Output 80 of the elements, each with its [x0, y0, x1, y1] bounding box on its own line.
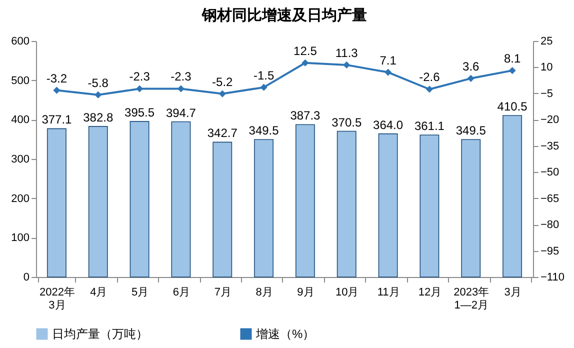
data-label: -5.8	[88, 76, 109, 90]
data-label: 349.5	[248, 124, 280, 138]
data-label: 387.3	[290, 108, 321, 123]
x-tick-label: 8月	[256, 286, 273, 298]
y2-tick-label: −50	[540, 166, 560, 179]
point	[94, 91, 102, 98]
y-tick-label: 300	[11, 154, 30, 166]
chart-title: 钢材同比增速及日均产量	[201, 7, 367, 24]
bar	[46, 128, 66, 278]
y2-tick-label: 25	[540, 36, 553, 48]
bar	[336, 130, 356, 278]
x-tick-label: 3月	[504, 286, 522, 298]
x-tick-label: 9月	[297, 286, 314, 298]
data-label: 370.5	[332, 115, 362, 130]
x-tick-label: 5月	[131, 286, 149, 298]
bar	[212, 142, 232, 278]
data-label: 3.6	[462, 59, 480, 74]
bar	[420, 134, 440, 278]
data-label: -2.3	[170, 70, 192, 84]
y2-tick-label: −95	[540, 245, 560, 258]
data-label: 361.1	[414, 118, 445, 133]
data-label: -5.2	[212, 74, 234, 89]
data-label: -2.3	[129, 70, 150, 84]
data-label: 395.5	[124, 105, 155, 120]
bar	[461, 139, 481, 278]
x-tick-label: 4月	[90, 286, 108, 298]
bar	[254, 139, 274, 278]
point	[467, 74, 474, 82]
y-tick-label: 200	[11, 192, 30, 205]
x-tick-label: 2022年3月	[39, 286, 75, 312]
point	[136, 85, 144, 92]
data-label: 7.1	[380, 53, 397, 68]
data-label: -1.5	[253, 68, 274, 82]
point	[302, 59, 309, 66]
data-label: 12.5	[294, 44, 318, 58]
y2-tick-label: −80	[540, 219, 560, 232]
y2-tick-label: 10	[540, 62, 553, 74]
point	[343, 61, 350, 68]
y2-tick-label: −35	[540, 140, 560, 152]
bar	[502, 115, 522, 278]
data-label: 11.3	[335, 46, 358, 60]
y2-tick-label: −110	[540, 272, 564, 284]
y-tick-label: 500	[11, 74, 30, 87]
x-tick-label: 2023年1—2月	[454, 286, 490, 312]
x-tick-label: 6月	[172, 286, 190, 298]
point	[508, 67, 516, 74]
bar	[171, 121, 191, 278]
legend-label: 日均产量（万吨）	[52, 327, 148, 341]
point	[218, 90, 226, 98]
data-label: 377.1	[42, 112, 72, 127]
legend-label: 增速（%）	[255, 327, 315, 341]
y-tick-label: 100	[11, 232, 30, 244]
point	[53, 86, 60, 94]
point	[384, 68, 392, 76]
data-label: -3.2	[46, 71, 68, 86]
bar	[130, 121, 150, 278]
data-label: 8.1	[504, 52, 521, 66]
data-label: 342.7	[207, 126, 238, 140]
y2-tick-label: −65	[540, 192, 560, 205]
x-tick-label: 10月	[336, 286, 359, 298]
data-label: -2.6	[419, 70, 440, 84]
data-label: 382.8	[83, 110, 114, 124]
bar	[88, 126, 108, 278]
x-tick-label: 12月	[418, 286, 442, 298]
bar	[378, 133, 398, 278]
point	[426, 86, 433, 93]
data-label: 410.5	[497, 100, 528, 114]
point	[260, 84, 268, 91]
y-tick-label: 600	[11, 36, 30, 48]
data-label: 349.5	[456, 124, 486, 138]
y-tick-label: 400	[11, 114, 30, 126]
point	[177, 85, 184, 92]
bar	[295, 124, 315, 278]
y2-tick-label: −5	[540, 88, 554, 100]
x-tick-label: 11月	[377, 286, 400, 298]
y2-tick-label: −20	[540, 114, 560, 126]
data-label: 364.0	[373, 118, 404, 132]
data-label: 394.7	[166, 106, 196, 120]
y-tick-label: 0	[23, 272, 30, 284]
x-tick-label: 7月	[214, 286, 232, 298]
